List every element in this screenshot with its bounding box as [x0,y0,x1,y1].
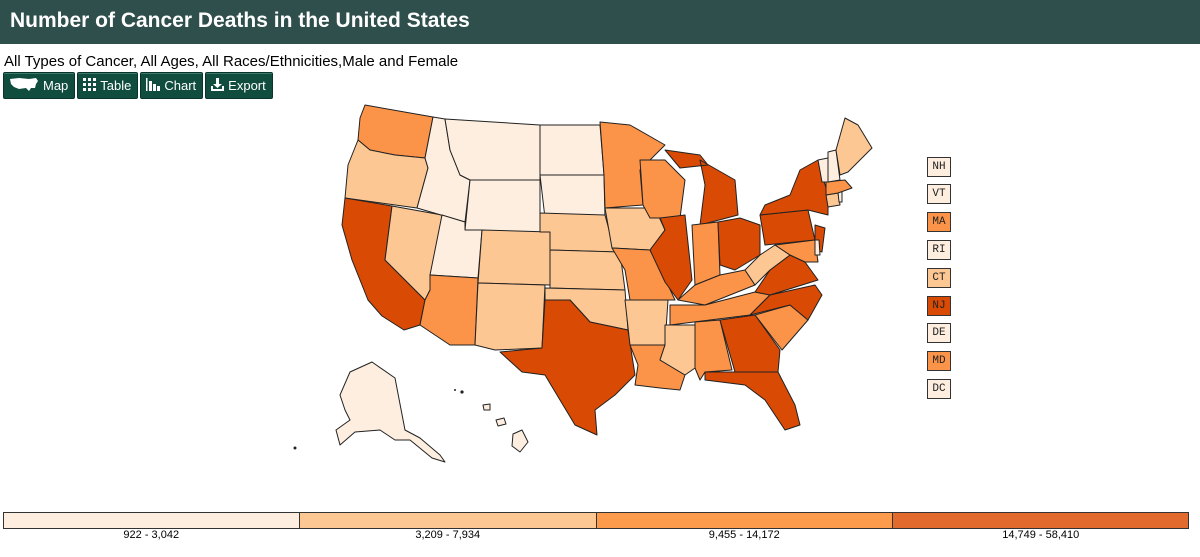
state-wyoming[interactable] [464,179,541,233]
export-button[interactable]: Export [205,72,273,99]
legend-swatch-4 [892,513,1188,528]
state-florida[interactable] [704,371,801,431]
state-pennsylvania[interactable] [759,209,816,246]
table-view-label: Table [100,78,132,93]
grid-icon [83,77,97,94]
view-toolbar: Map Table Chart Export [3,72,273,99]
state-montana[interactable] [444,118,541,181]
state-kansas[interactable] [549,249,626,291]
table-view-button[interactable]: Table [77,72,139,99]
map-view-label: Map [43,78,69,93]
legend-swatch-1 [4,513,301,528]
state-new-york[interactable] [759,159,829,216]
legend-label-3: 9,455 - 14,172 [708,529,780,541]
legend-swatch-2 [300,513,597,528]
legend-labels: 922 - 3,042 3,209 - 7,934 9,455 - 14,172… [3,529,1189,541]
small-state-ct[interactable]: CT [927,268,951,288]
legend-label-2: 3,209 - 7,934 [415,529,481,541]
chart-view-button[interactable]: Chart [140,72,204,99]
small-state-md[interactable]: MD [927,351,951,371]
state-texas[interactable] [499,299,636,436]
state-new-mexico[interactable] [474,282,546,351]
state-wisconsin[interactable] [639,159,686,219]
state-alaska[interactable] [335,361,446,463]
filter-subtitle: All Types of Cancer, All Ages, All Races… [4,53,459,70]
state-indiana[interactable] [691,221,721,286]
state-illinois[interactable] [649,214,693,301]
state-delaware[interactable] [814,239,821,256]
page-header: Number of Cancer Deaths in the United St… [0,0,1200,44]
small-state-nj[interactable]: NJ [927,296,951,316]
small-state-dc[interactable]: DC [927,379,951,399]
color-legend [3,512,1189,529]
legend-label-1: 922 - 3,042 [123,529,180,541]
small-state-ri[interactable]: RI [927,240,951,260]
legend-swatch-3 [596,513,893,528]
small-state-vt[interactable]: VT [927,184,951,204]
state-arkansas[interactable] [624,299,669,346]
state-colorado[interactable] [477,229,551,286]
page-title: Number of Cancer Deaths in the United St… [10,9,470,32]
state-rhode-island[interactable] [837,191,843,203]
state-maine[interactable] [835,117,873,176]
state-hawaii[interactable] [482,403,529,453]
small-state-nh[interactable]: NH [927,157,951,177]
download-icon [211,77,225,94]
us-choropleth-map [293,104,873,463]
state-south-dakota[interactable] [539,174,606,219]
state-massachusetts[interactable] [825,179,853,196]
map-view-button[interactable]: Map [3,72,76,99]
small-state-ma[interactable]: MA [927,212,951,232]
state-maryland[interactable] [774,239,819,263]
state-georgia[interactable] [719,314,781,373]
small-state-de[interactable]: DE [927,323,951,343]
state-nebraska[interactable] [539,212,616,253]
legend-label-4: 14,749 - 58,410 [1002,529,1080,541]
export-label: Export [228,78,266,93]
bar-chart-icon [146,77,161,94]
state-michigan[interactable] [664,149,739,226]
state-north-dakota[interactable] [539,124,605,176]
chart-view-label: Chart [164,78,197,93]
us-map-icon [9,76,39,95]
